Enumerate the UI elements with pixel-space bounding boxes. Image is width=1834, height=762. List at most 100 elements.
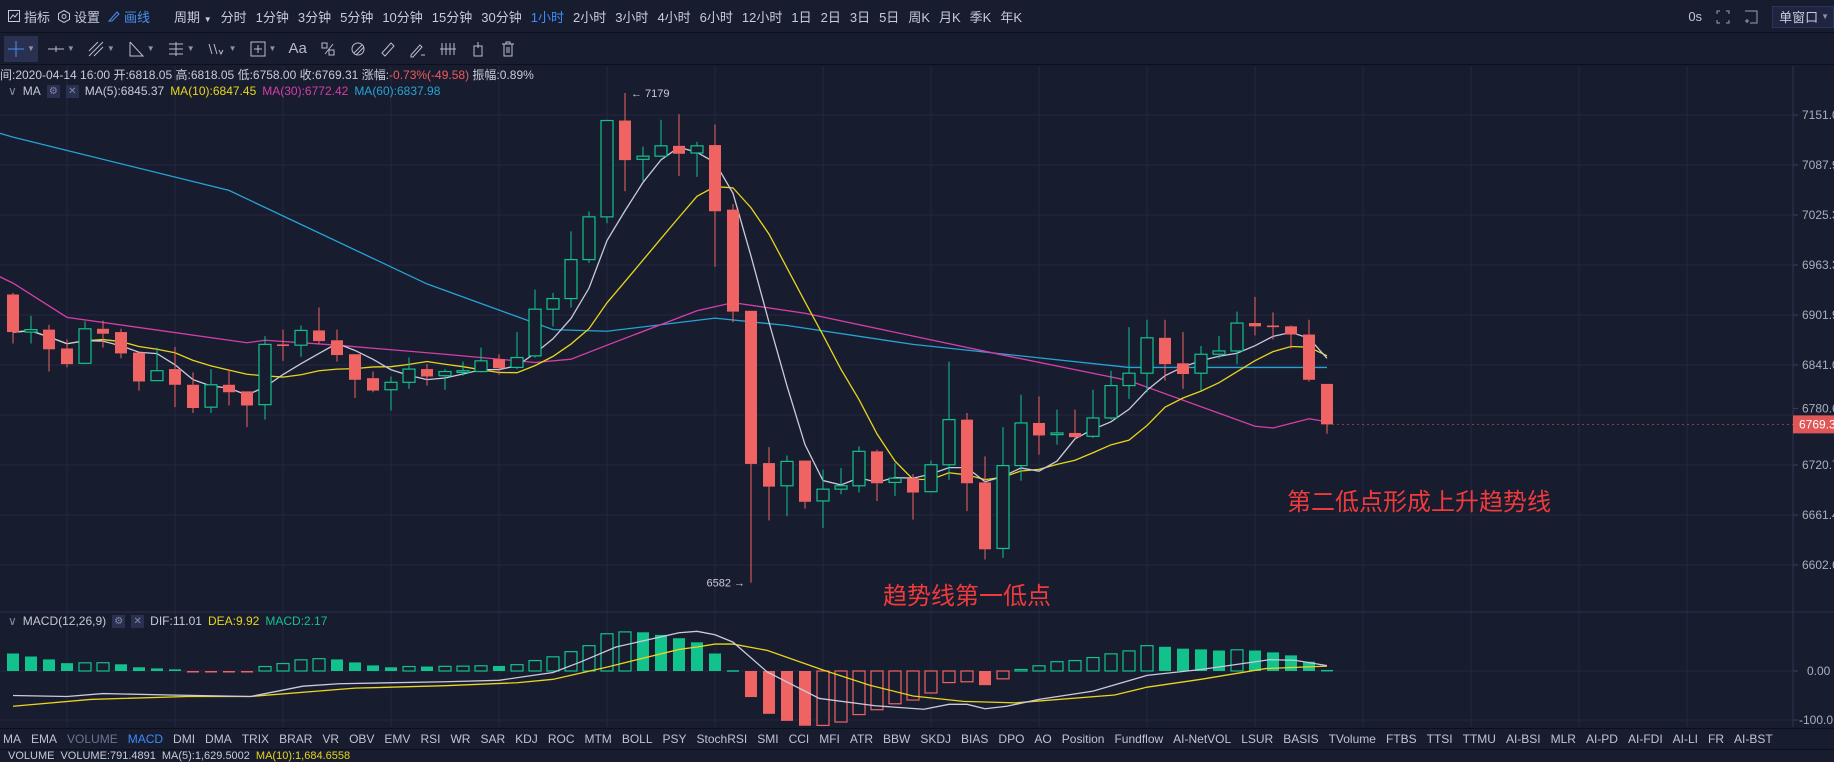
indicator-tab-ai-bsi[interactable]: AI-BSI [1505, 732, 1541, 746]
period-dropdown[interactable]: 周期 ▼ [174, 7, 212, 26]
channel-tool[interactable]: ▼ [164, 36, 198, 62]
indicator-tab-roc[interactable]: ROC [547, 732, 575, 746]
indicator-tab-ftbs[interactable]: FTBS [1385, 732, 1417, 746]
lock-tool[interactable] [466, 36, 490, 62]
period-15[interactable]: 3日 [849, 9, 871, 25]
indicator-tab-ttsi[interactable]: TTSI [1426, 732, 1453, 746]
collapse-icon[interactable]: ∨ [8, 614, 17, 628]
indicator-tab-fr[interactable]: FR [1708, 732, 1724, 746]
indicator-tab-stochrsi[interactable]: StochRSI [696, 732, 748, 746]
trend-line-tool[interactable]: ▼ [84, 36, 118, 62]
gear-icon[interactable]: ⚙ [112, 614, 126, 628]
indicator-tab-ai-bst[interactable]: AI-BST [1734, 732, 1773, 746]
indicator-tab-obv[interactable]: OBV [349, 732, 375, 746]
period-8[interactable]: 2小时 [572, 9, 607, 25]
horizontal-line-tool[interactable]: ▼ [44, 36, 78, 62]
period-13[interactable]: 1日 [791, 9, 812, 25]
period-6[interactable]: 30分钟 [481, 9, 522, 25]
brush-tool[interactable] [346, 36, 370, 62]
period-17[interactable]: 周K [908, 9, 930, 25]
indicator-tab-smi[interactable]: SMI [757, 732, 779, 746]
close-icon[interactable]: ✕ [65, 84, 79, 98]
indicator-tab-wr[interactable]: WR [450, 732, 471, 746]
period-18[interactable]: 月K [938, 9, 961, 25]
period-5[interactable]: 15分钟 [431, 9, 473, 25]
period-20[interactable]: 年K [1000, 9, 1022, 25]
indicator-tab-macd[interactable]: MACD [127, 732, 164, 746]
indicator-tab-position[interactable]: Position [1061, 732, 1105, 746]
indicator-tab-boll[interactable]: BOLL [621, 732, 653, 746]
indicator-tab-rsi[interactable]: RSI [420, 732, 441, 746]
indicator-tab-psy[interactable]: PSY [662, 732, 687, 746]
indicator-tab-trix[interactable]: TRIX [241, 732, 270, 746]
indicator-tab-mfi[interactable]: MFI [819, 732, 840, 746]
indicator-tab-volume[interactable]: VOLUME [67, 732, 118, 746]
indicators-button[interactable]: 指标 [8, 7, 50, 26]
pencil-tool[interactable] [406, 36, 430, 62]
gear-icon[interactable]: ⚙ [46, 84, 60, 98]
settings-button[interactable]: 设置 [58, 7, 100, 26]
indicator-tab-vr[interactable]: VR [322, 732, 340, 746]
fullscreen-icon[interactable] [1716, 10, 1730, 24]
indicator-tab-basis[interactable]: BASIS [1283, 732, 1319, 746]
annotation-first-low[interactable]: 趋势线第一低点 [883, 583, 1051, 610]
delete-tool[interactable] [496, 36, 520, 62]
indicator-tab-cci[interactable]: CCI [788, 732, 810, 746]
period-4[interactable]: 10分钟 [382, 9, 423, 25]
add-window-icon[interactable] [1744, 10, 1758, 24]
indicator-tab-bias[interactable]: BIAS [961, 732, 989, 746]
indicator-tab-dpo[interactable]: DPO [998, 732, 1025, 746]
period-1[interactable]: 1分钟 [255, 9, 289, 25]
indicator-tab-mlr[interactable]: MLR [1550, 732, 1576, 746]
indicator-tab-sar[interactable]: SAR [480, 732, 506, 746]
angle-tool[interactable]: ▼ [124, 36, 158, 62]
period-3[interactable]: 5分钟 [340, 9, 374, 25]
indicator-tab-emv[interactable]: EMV [384, 732, 411, 746]
measure-tool[interactable]: ▼ [246, 36, 280, 62]
macd-histogram-bar [510, 664, 524, 672]
magnet-tool[interactable] [436, 36, 460, 62]
indicator-tab-ai-fdi[interactable]: AI-FDI [1627, 732, 1663, 746]
crosshair-tool[interactable]: ▼ [4, 35, 38, 62]
period-14[interactable]: 2日 [820, 9, 841, 25]
period-9[interactable]: 3小时 [615, 9, 649, 25]
indicator-tab-ai-netvol[interactable]: AI-NetVOL [1173, 732, 1232, 746]
indicator-tab-ai-li[interactable]: AI-LI [1672, 732, 1698, 746]
indicator-tab-bbw[interactable]: BBW [883, 732, 911, 746]
indicator-tab-lsur[interactable]: LSUR [1241, 732, 1274, 746]
indicator-tab-dma[interactable]: DMA [205, 732, 232, 746]
candle-body [1069, 432, 1081, 438]
ma-legend-name: MA [22, 84, 41, 98]
indicator-tab-ttmu[interactable]: TTMU [1462, 732, 1496, 746]
draw-button[interactable]: 画线 [108, 7, 150, 26]
collapse-icon[interactable]: ∨ [8, 84, 17, 98]
period-16[interactable]: 5日 [879, 9, 900, 25]
period-12[interactable]: 12小时 [741, 9, 783, 25]
period-11[interactable]: 6小时 [699, 9, 733, 25]
indicator-tab-mtm[interactable]: MTM [584, 732, 612, 746]
indicator-tab-ao[interactable]: AO [1034, 732, 1052, 746]
period-10[interactable]: 4小时 [657, 9, 691, 25]
ruler-tool[interactable] [376, 36, 400, 62]
period-7[interactable]: 1小时 [530, 9, 564, 25]
indicator-tab-dmi[interactable]: DMI [173, 732, 196, 746]
period-2[interactable]: 3分钟 [297, 9, 332, 25]
indicator-tab-tvolume[interactable]: TVolume [1328, 732, 1376, 746]
period-19[interactable]: 季K [969, 9, 992, 25]
window-mode-dropdown[interactable]: 单窗口 ▼ [1772, 5, 1834, 28]
indicator-tab-ema[interactable]: EMA [31, 732, 58, 746]
indicator-tab-ma[interactable]: MA [3, 732, 21, 746]
indicator-tab-atr[interactable]: ATR [849, 732, 874, 746]
indicator-tab-kdj[interactable]: KDJ [515, 732, 538, 746]
annotation-second-low[interactable]: 第二低点形成上升趋势线 [1287, 489, 1551, 516]
pattern-tool[interactable] [316, 36, 340, 62]
indicator-tab-ai-pd[interactable]: AI-PD [1585, 732, 1618, 746]
close-icon[interactable]: ✕ [131, 614, 145, 628]
indicator-tab-fundflow[interactable]: Fundflow [1114, 732, 1164, 746]
indicator-tab-brar[interactable]: BRAR [279, 732, 313, 746]
period-0[interactable]: 分时 [220, 9, 247, 25]
indicator-tab-skdj[interactable]: SKDJ [920, 732, 952, 746]
text-tool[interactable]: Aa [285, 36, 309, 62]
fibonacci-tool[interactable]: ▼ [204, 36, 240, 62]
